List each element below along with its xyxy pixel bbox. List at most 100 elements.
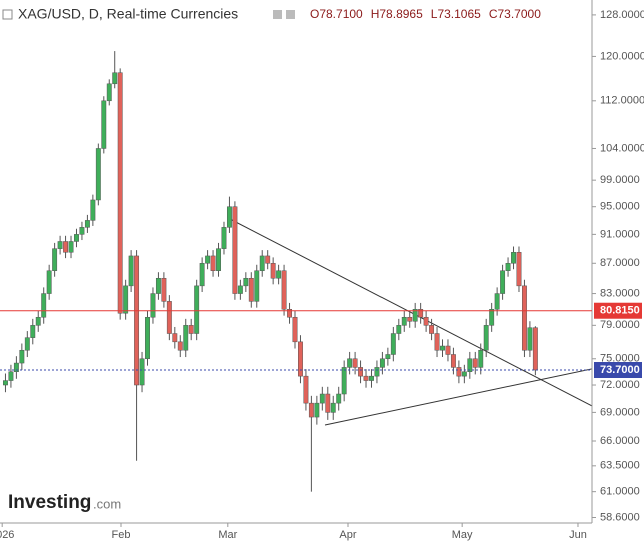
candle-body: [489, 309, 495, 326]
candle-body: [95, 148, 101, 201]
candle-body: [30, 325, 36, 338]
candle-body: [434, 333, 440, 351]
candle-body: [150, 293, 156, 318]
y-tick-label: 72.0000: [600, 379, 640, 391]
candle-body: [243, 277, 249, 287]
candle-body: [221, 227, 227, 249]
candle-body: [155, 277, 161, 294]
ohlc-values: O78.7100 H78.8965 L73.1065 C73.7000: [310, 7, 541, 21]
candle-body: [145, 316, 150, 360]
candle-body: [232, 206, 238, 294]
candle-body: [467, 358, 473, 373]
candle-body: [259, 255, 265, 271]
candle-body: [84, 220, 90, 228]
candle-body: [205, 255, 211, 264]
candle-body: [13, 362, 19, 373]
candle-body: [24, 337, 30, 351]
candle-body: [237, 285, 243, 294]
price-label: 80.8150: [600, 305, 640, 317]
candle-body: [478, 349, 484, 368]
x-tick-label: Feb: [112, 529, 131, 541]
candle-body: [456, 367, 462, 377]
candle-body: [46, 270, 52, 294]
candle-body: [429, 325, 435, 334]
candle-body: [516, 252, 522, 287]
y-tick-label: 69.0000: [600, 406, 640, 418]
candle-body: [281, 270, 287, 310]
candle-body: [172, 333, 178, 343]
candle-body: [106, 83, 112, 102]
candle-body: [35, 316, 41, 326]
candle-body: [3, 380, 8, 386]
candle-body: [379, 358, 385, 368]
trendline: [324, 368, 592, 426]
price-label-box: [594, 362, 642, 379]
candle-body: [265, 255, 271, 264]
candle-body: [74, 234, 79, 242]
plot-area: [3, 51, 592, 492]
candle-body: [461, 371, 467, 377]
symbol-title: XAG/USD, D, Real-time Currencies: [18, 6, 238, 22]
logo: Investing: [8, 492, 91, 513]
candle-body: [521, 285, 527, 351]
candle-body: [128, 255, 134, 287]
candle-body: [483, 325, 489, 351]
candle-body: [412, 309, 418, 322]
x-tick-label: Apr: [339, 529, 356, 541]
candle-body: [374, 367, 380, 377]
candle-body: [363, 375, 369, 381]
candle-body: [79, 227, 85, 235]
ohlc-value: C73.7000: [489, 7, 541, 21]
candle-body: [68, 241, 74, 253]
y-tick-label: 58.6000: [600, 511, 640, 523]
ohlc-value: O78.7100: [310, 7, 363, 21]
x-tick-label: May: [452, 529, 473, 541]
candle-body: [270, 263, 276, 279]
candle-body: [505, 263, 511, 271]
trendline: [227, 217, 592, 407]
candle-body: [134, 255, 140, 386]
y-tick-label: 99.0000: [600, 174, 640, 186]
candle-body: [287, 309, 292, 318]
y-tick-label: 95.0000: [600, 201, 640, 213]
candle-body: [188, 325, 194, 334]
candle-body: [319, 393, 325, 404]
candle-body: [396, 325, 402, 334]
candle-body: [117, 72, 123, 314]
collapse-icon[interactable]: [2, 9, 13, 20]
candle-body: [352, 358, 358, 368]
candle-body: [63, 241, 69, 253]
ohlc-value: H78.8965: [371, 7, 423, 21]
candle-body: [308, 402, 314, 418]
y-tick-label: 75.0000: [600, 353, 640, 365]
x-tick-label: Mar: [218, 529, 237, 541]
candle-body: [440, 345, 445, 351]
candle-body: [418, 309, 424, 318]
candle-body: [450, 354, 456, 368]
y-tick-label: 87.0000: [600, 257, 640, 269]
candle-body: [423, 316, 429, 326]
candle-body: [166, 301, 172, 334]
y-tick-label: 61.0000: [600, 486, 640, 498]
candle-body: [325, 393, 331, 413]
settings-icon[interactable]: [273, 10, 282, 19]
candle-body: [532, 327, 538, 371]
candle-body: [41, 293, 47, 318]
source-icon[interactable]: [286, 10, 295, 19]
candle-body: [210, 255, 216, 271]
candle-body: [183, 325, 189, 351]
y-tick-label: 112.0000: [600, 95, 644, 107]
y-tick-label: 66.0000: [600, 435, 640, 447]
candle-body: [139, 358, 145, 386]
candle-body: [161, 277, 167, 302]
candle-body: [407, 316, 413, 322]
candle-body: [19, 349, 25, 364]
candle-body: [199, 263, 205, 287]
y-tick-label: 120.0000: [600, 50, 644, 62]
y-tick-label: 104.0000: [600, 142, 644, 154]
candle-body: [248, 277, 254, 302]
price-label-box: [594, 302, 642, 319]
logo-suffix: .com: [93, 496, 121, 511]
candle-body: [216, 248, 221, 271]
